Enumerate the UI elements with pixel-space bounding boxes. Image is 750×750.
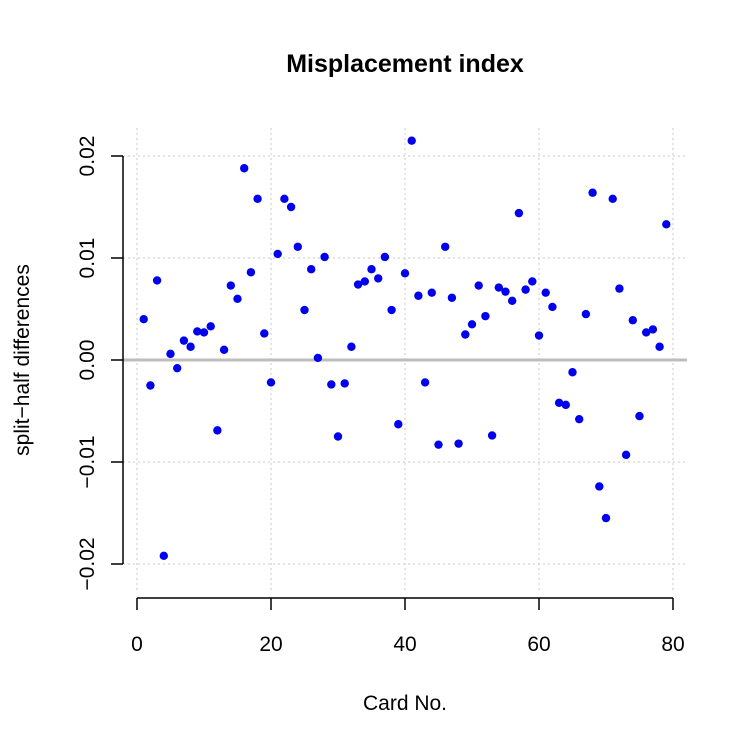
data-point	[621, 450, 631, 460]
y-tick-label: −0.02	[76, 537, 99, 590]
y-axis: −0.02 −0.01 0.00 0.01 0.02	[76, 136, 124, 591]
data-point	[139, 315, 148, 324]
data-point	[514, 208, 524, 218]
data-point	[635, 411, 644, 421]
chart-title: Misplacement index	[286, 50, 524, 78]
data-point	[226, 281, 235, 290]
data-point	[541, 288, 550, 297]
data-point	[521, 285, 530, 294]
x-axis: 0 20 40 60 80	[131, 597, 685, 656]
data-point	[581, 309, 591, 319]
data-point	[347, 342, 356, 351]
data-point	[266, 378, 276, 387]
data-point	[441, 242, 450, 251]
data-point	[568, 368, 577, 377]
data-point	[601, 513, 611, 523]
data-point	[474, 281, 483, 290]
data-point	[548, 302, 557, 312]
data-point	[420, 378, 430, 387]
data-point	[146, 381, 155, 390]
data-point	[193, 327, 202, 336]
data-point	[642, 328, 651, 337]
data-point	[487, 431, 497, 440]
data-point	[253, 194, 262, 204]
x-tick-label: 80	[661, 633, 684, 656]
data-point	[313, 353, 323, 363]
data-point	[300, 305, 309, 315]
data-point	[481, 311, 490, 321]
data-point	[394, 420, 403, 429]
data-point	[561, 400, 570, 410]
data-point	[454, 439, 463, 448]
data-point	[260, 329, 269, 338]
data-point	[179, 336, 189, 345]
data-point	[380, 252, 390, 262]
data-point	[528, 277, 537, 286]
data-point	[494, 283, 503, 292]
data-points	[139, 136, 671, 561]
data-point	[467, 320, 477, 329]
y-tick-label: 0.01	[76, 238, 99, 279]
data-point	[240, 164, 249, 173]
y-tick-label: 0.02	[76, 136, 99, 177]
x-tick-label: 40	[393, 633, 416, 656]
data-point	[333, 432, 343, 441]
data-point	[353, 280, 363, 289]
data-point	[427, 288, 436, 297]
data-point	[534, 331, 544, 340]
data-point	[246, 268, 256, 277]
data-point	[327, 380, 336, 389]
data-point	[387, 305, 396, 315]
y-tick-label: −0.01	[76, 435, 99, 488]
data-point	[367, 265, 376, 274]
data-point	[407, 136, 416, 145]
data-point	[575, 414, 584, 424]
data-point	[173, 363, 182, 373]
data-point	[434, 440, 443, 449]
data-point	[595, 482, 604, 491]
data-point	[588, 188, 597, 197]
data-point	[286, 202, 296, 212]
data-point	[508, 296, 517, 306]
data-point	[340, 379, 349, 388]
data-point	[213, 426, 222, 435]
x-axis-label: Card No.	[363, 692, 447, 715]
data-point	[461, 330, 470, 339]
data-point	[152, 276, 162, 285]
data-point	[662, 220, 671, 229]
data-point	[233, 294, 242, 303]
data-point	[159, 551, 168, 561]
data-point	[199, 328, 209, 337]
x-tick-label: 20	[259, 633, 282, 656]
data-point	[447, 293, 457, 302]
data-point	[400, 269, 410, 278]
data-point	[280, 194, 289, 204]
data-point	[655, 342, 664, 351]
data-point	[628, 316, 637, 325]
data-point	[273, 249, 282, 259]
data-point	[374, 274, 383, 283]
data-point	[293, 242, 302, 251]
data-point	[414, 291, 423, 300]
data-point	[648, 325, 658, 334]
data-point	[166, 349, 175, 359]
data-point	[307, 265, 316, 274]
data-point	[501, 287, 510, 296]
data-point	[554, 398, 564, 408]
data-point	[608, 194, 617, 204]
x-tick-label: 0	[131, 633, 143, 656]
data-point	[615, 284, 624, 293]
y-tick-label: 0.00	[76, 340, 99, 381]
y-axis-label: split−half differences	[11, 264, 34, 456]
x-tick-label: 60	[527, 633, 550, 656]
data-point	[360, 277, 369, 286]
data-point	[219, 345, 229, 354]
data-point	[320, 252, 329, 262]
data-point	[186, 342, 195, 351]
data-point	[206, 322, 215, 331]
